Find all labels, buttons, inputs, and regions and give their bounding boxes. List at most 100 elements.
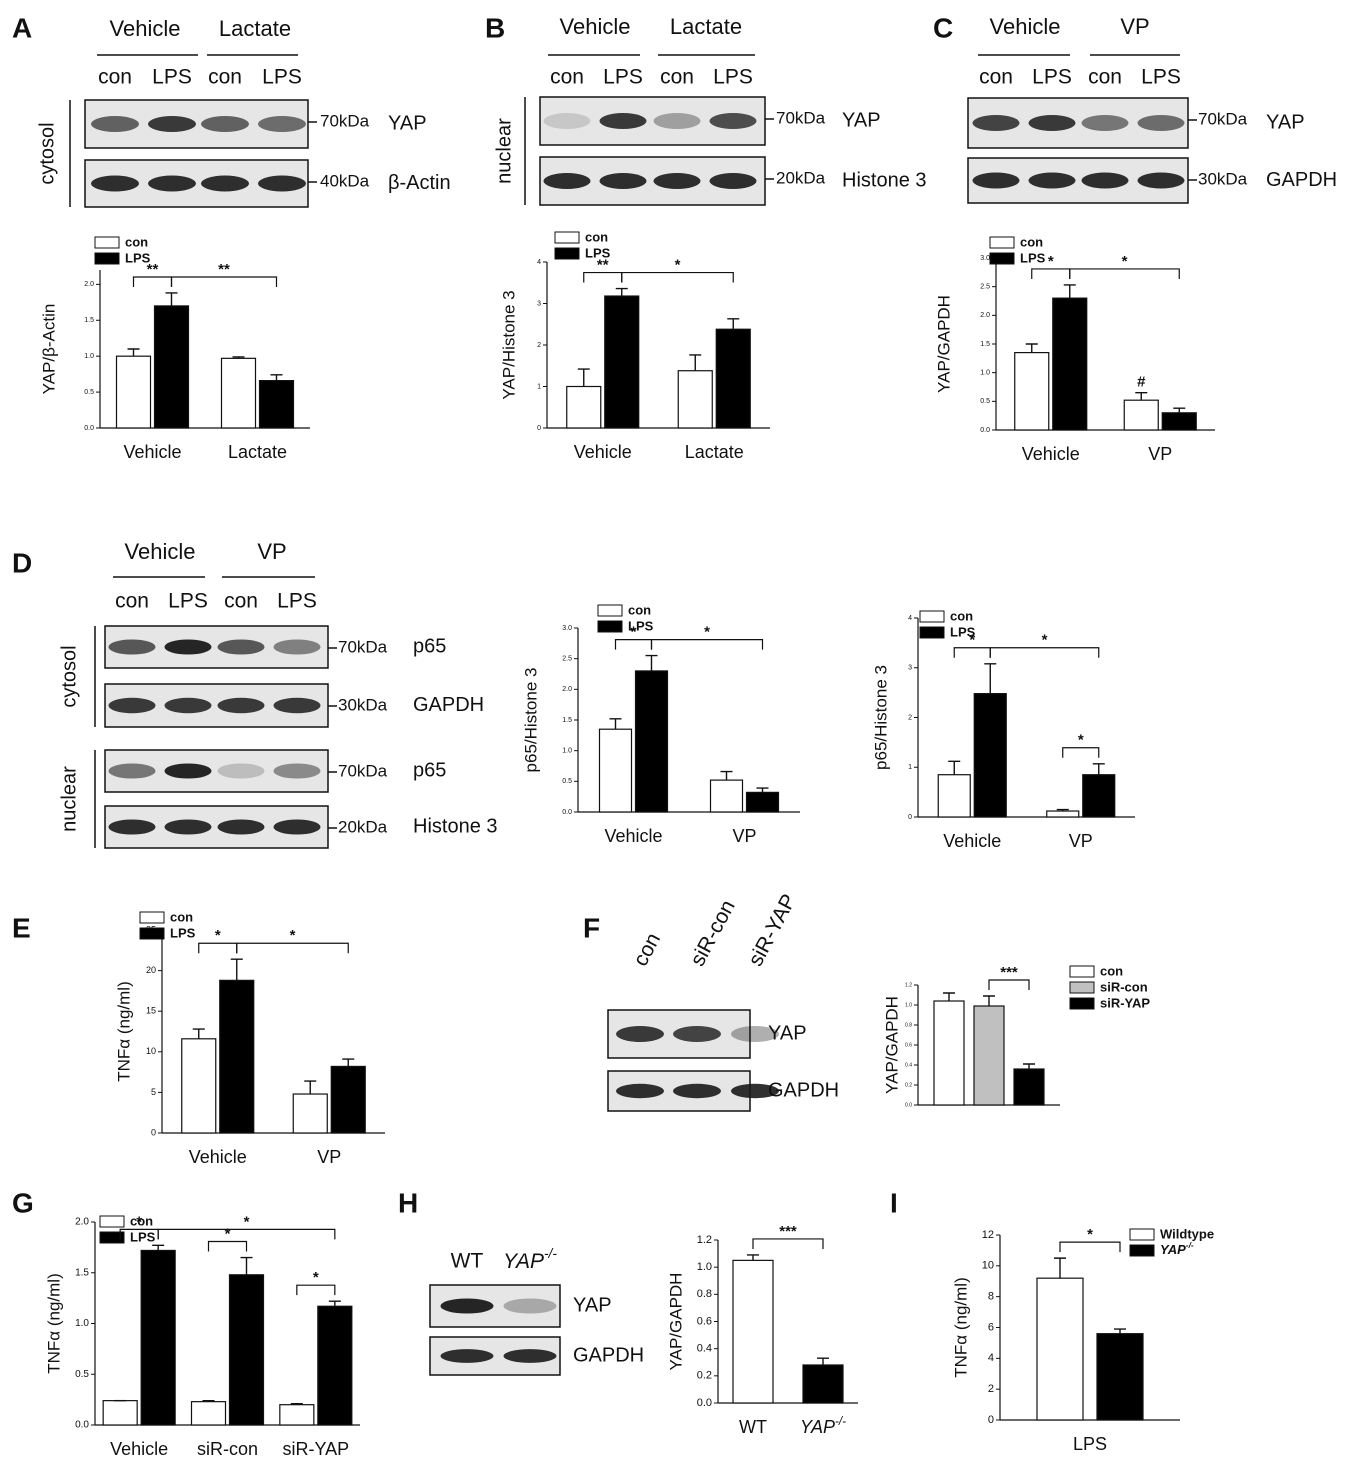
significance-bracket xyxy=(132,276,173,287)
protein-label: YAP xyxy=(573,1294,612,1316)
blot-band xyxy=(164,763,212,779)
legend-label: con xyxy=(950,608,973,623)
significance-label: * xyxy=(244,1213,250,1230)
protein-label: YAP xyxy=(388,112,427,134)
blot-band xyxy=(673,1083,721,1099)
category-label: siR-con xyxy=(197,1439,258,1459)
blot-band xyxy=(258,175,306,192)
marker-label: 30kDa xyxy=(1198,169,1248,188)
label-superscript: -/- xyxy=(835,1415,846,1428)
significance-label: * xyxy=(1122,253,1128,270)
protein-label: Histone 3 xyxy=(842,169,927,191)
legend-label: con xyxy=(170,909,193,924)
y-tick-label: 2 xyxy=(988,1383,994,1395)
error-bar xyxy=(232,356,245,359)
fraction-label: cytosol xyxy=(58,645,80,707)
blot-band xyxy=(108,819,156,835)
error-bar xyxy=(817,1357,829,1365)
fraction-label: cytosol xyxy=(36,122,58,184)
bar xyxy=(973,1005,1005,1106)
bar xyxy=(102,1400,138,1426)
error-bar xyxy=(127,348,140,357)
significance-bracket xyxy=(157,1228,336,1240)
legend-label: LPS xyxy=(130,1229,156,1244)
y-tick-label: 0.0 xyxy=(980,427,990,434)
significance-bracket xyxy=(198,942,238,954)
y-tick-label: 2.0 xyxy=(980,312,990,319)
y-tick-label: 0.8 xyxy=(697,1288,712,1300)
y-tick-label: 1.0 xyxy=(697,1261,712,1273)
bar xyxy=(1014,352,1050,431)
significance-bracket xyxy=(1062,747,1100,758)
y-tick-label: 0.0 xyxy=(84,425,94,432)
lane-label: con xyxy=(629,929,665,970)
protein-label: p65 xyxy=(413,635,446,657)
bar xyxy=(937,774,971,818)
lane-label: LPS xyxy=(277,590,317,613)
category-label: LPS xyxy=(1073,1434,1107,1454)
bar xyxy=(258,380,295,429)
legend-label: LPS xyxy=(628,618,654,633)
error-bar xyxy=(304,1080,317,1095)
blot-band xyxy=(273,763,321,779)
category-label: VP xyxy=(1069,831,1093,851)
label-base: YAP xyxy=(1160,1242,1186,1257)
blot-band xyxy=(201,116,249,132)
legend-swatch xyxy=(139,927,165,940)
panel-letter: G xyxy=(12,1187,34,1218)
bar xyxy=(1123,399,1159,431)
blot-band xyxy=(258,116,306,132)
category-label: Vehicle xyxy=(574,442,632,462)
category-label: Vehicle xyxy=(943,831,1001,851)
blot-band xyxy=(731,1083,779,1099)
significance-label: * xyxy=(1042,632,1048,649)
category-label: VP xyxy=(317,1147,341,1167)
y-tick-label: 0 xyxy=(151,1127,156,1137)
significance-label: * xyxy=(969,632,975,649)
significance-bracket xyxy=(650,639,764,650)
bar xyxy=(219,979,255,1134)
significance-label: * xyxy=(1087,1226,1093,1243)
y-tick-label: 2 xyxy=(537,342,541,349)
significance-bracket xyxy=(296,1284,336,1296)
y-tick-label: 0 xyxy=(908,814,912,821)
protein-label: GAPDH xyxy=(1266,169,1337,191)
legend-label: con xyxy=(585,229,608,244)
y-tick-label: 2.0 xyxy=(75,1217,89,1228)
error-bar xyxy=(1056,808,1069,812)
legend-label: LPS xyxy=(585,245,611,260)
protein-label: p65 xyxy=(413,759,446,781)
blot-band xyxy=(440,1298,494,1314)
legend-swatch xyxy=(139,911,165,924)
legend-label: siR-YAP xyxy=(1100,995,1150,1010)
legend-swatch xyxy=(1069,997,1095,1010)
blot-band xyxy=(164,819,212,835)
y-axis-label: TNFα (ng/ml) xyxy=(44,1273,63,1374)
legend-label: LPS xyxy=(170,925,196,940)
blot-band xyxy=(91,175,139,192)
category-label: WT xyxy=(739,1417,767,1437)
panel-letter: A xyxy=(12,12,32,43)
error-bar xyxy=(192,1028,205,1039)
protein-label: GAPDH xyxy=(413,694,484,716)
significance-label: * xyxy=(215,927,221,944)
bar-note: # xyxy=(1137,374,1146,391)
legend-swatch xyxy=(1129,1244,1155,1257)
protein-label: GAPDH xyxy=(768,1079,839,1101)
blot-band xyxy=(273,819,321,835)
legend-swatch xyxy=(94,252,120,265)
y-tick-label: 0.5 xyxy=(980,398,990,405)
y-tick-label: 15 xyxy=(146,1006,156,1016)
significance-label: ** xyxy=(218,261,230,278)
error-bar xyxy=(984,663,997,694)
error-bar xyxy=(328,1300,341,1307)
error-bar xyxy=(1025,343,1038,353)
legend-label: con xyxy=(125,234,148,249)
blot-band xyxy=(201,175,249,192)
error-bar xyxy=(230,958,243,981)
y-tick-label: 0 xyxy=(537,425,541,432)
marker-label: 70kDa xyxy=(338,761,388,780)
bar xyxy=(1013,1068,1045,1106)
marker-label: 70kDa xyxy=(776,108,826,127)
y-tick-label: 2 xyxy=(908,714,912,721)
